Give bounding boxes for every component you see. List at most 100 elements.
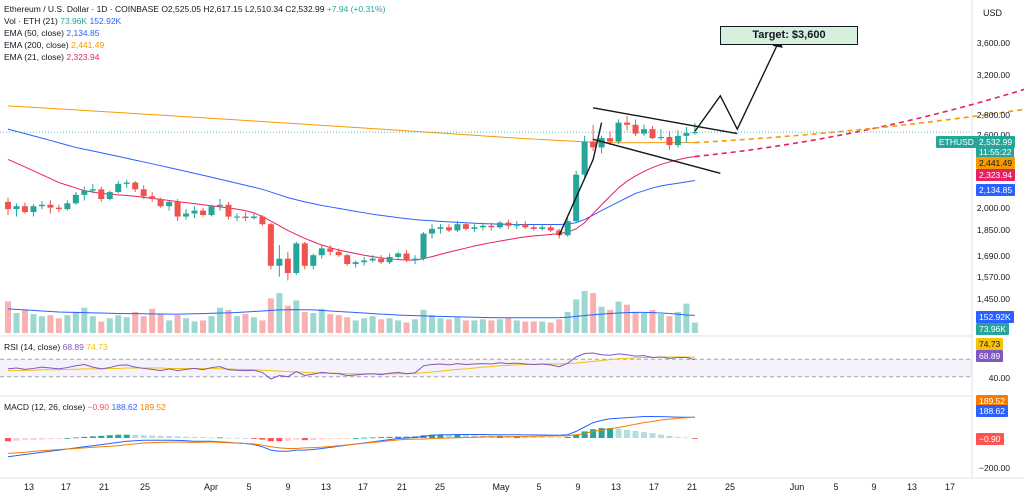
- volume-bar: [284, 305, 291, 333]
- volume-bar: [598, 306, 605, 333]
- target-annotation: Target: $3,600: [720, 26, 858, 45]
- volume-bar: [55, 318, 62, 333]
- volume-bar: [437, 318, 444, 333]
- price-tick: 3,200.00: [976, 70, 1010, 80]
- volume-ma-line: [7, 308, 695, 319]
- candle-body: [539, 227, 546, 229]
- macd-histogram-bar: [547, 437, 554, 438]
- volume-bar: [89, 316, 96, 333]
- candle-body: [293, 243, 300, 274]
- macd-histogram-bar: [471, 435, 478, 438]
- candle-body: [598, 138, 605, 148]
- macd-histogram-bar: [641, 431, 647, 438]
- ema21-legend: EMA (21, close) 2,323.94: [4, 52, 99, 64]
- ema50-legend: EMA (50, close) 2,134.85: [4, 28, 99, 40]
- candle-body: [496, 222, 503, 228]
- price-tick: 1,570.00: [976, 272, 1010, 282]
- candle-body: [21, 206, 28, 213]
- candle-body: [242, 216, 249, 219]
- candle-body: [166, 201, 173, 207]
- macd-histogram-bar: [267, 438, 274, 442]
- candle-body: [55, 207, 62, 210]
- macd-histogram-bar: [293, 438, 300, 440]
- volume-bar: [454, 317, 461, 333]
- macd-histogram-bar: [225, 437, 232, 439]
- time-tick: 21: [686, 482, 698, 492]
- candle-body: [590, 141, 597, 148]
- time-tick: 9: [285, 482, 291, 492]
- macd-value-1: −0.90: [87, 402, 110, 412]
- candle-body: [200, 210, 207, 216]
- macd-histogram-bar: [378, 437, 385, 438]
- macd-histogram-bar: [445, 434, 452, 438]
- time-tick: 13: [610, 482, 622, 492]
- candle-body: [624, 122, 631, 125]
- volume-bar: [361, 318, 368, 333]
- volume-bar: [106, 318, 113, 333]
- symbol-line: Ethereum / U.S. Dollar · 1D · COINBASE: [4, 4, 159, 14]
- candle-body: [123, 182, 130, 184]
- ema50-value: 2,134.85: [66, 28, 100, 38]
- ema-projection-line: [694, 108, 1024, 144]
- candle-body: [556, 230, 563, 236]
- volume-bar: [259, 320, 266, 333]
- candle-body: [106, 192, 113, 200]
- macd-histogram-bar: [598, 428, 605, 438]
- macd-histogram-bar: [72, 437, 79, 439]
- candle-body: [369, 258, 376, 261]
- volume-bar: [208, 316, 215, 333]
- volume-bar: [123, 317, 130, 333]
- candle-body: [420, 233, 427, 259]
- volume-bar: [21, 309, 28, 333]
- volume-bar: [624, 304, 631, 333]
- macd-histogram-bar: [590, 429, 597, 438]
- time-tick: 9: [871, 482, 877, 492]
- macd-histogram-bar: [522, 436, 529, 438]
- volume-bar: [38, 316, 45, 333]
- ohlc-close: C2,532.99: [285, 4, 325, 14]
- volume-bar: [5, 301, 11, 333]
- rsi-value-1: 68.89: [62, 342, 84, 352]
- flag-upper-line: [592, 107, 738, 135]
- ema21-price-label: 2,323.94: [976, 169, 1016, 181]
- macd-histogram-bar: [5, 438, 11, 442]
- volume-bar: [318, 308, 325, 333]
- macd-histogram-bar: [344, 438, 351, 439]
- ema-line: [7, 105, 695, 144]
- volume-bar: [225, 309, 232, 333]
- macd-value-3: 189.52: [139, 402, 166, 412]
- candle-body: [157, 199, 164, 207]
- ema21-label: EMA (21, close): [4, 52, 64, 62]
- candle-body: [183, 213, 190, 217]
- volume-bar: [149, 308, 156, 333]
- candle-body: [429, 228, 435, 234]
- candle-body: [488, 225, 495, 228]
- macd-histogram-bar: [217, 437, 223, 439]
- volume-bar: [564, 312, 571, 333]
- candle-body: [378, 258, 385, 263]
- time-tick: 21: [98, 482, 110, 492]
- volume-bar: [72, 312, 79, 333]
- macd-histogram-bar: [369, 437, 376, 439]
- volume-bar: [641, 313, 647, 333]
- macd-histogram-bar: [149, 435, 156, 438]
- candle-body: [352, 262, 359, 264]
- candle-body: [81, 190, 88, 195]
- volume-bar: [183, 318, 190, 333]
- time-tick: 5: [246, 482, 252, 492]
- macd-signal-label: 189.52: [976, 395, 1008, 407]
- candle-body: [318, 248, 325, 256]
- ema50-label: EMA (50, close): [4, 28, 64, 38]
- candle-body: [674, 135, 681, 146]
- macd-histogram-bar: [200, 437, 207, 438]
- volume-bar: [505, 318, 512, 333]
- macd-histogram-bar: [183, 436, 190, 438]
- rsi-value-2: 74.73: [86, 342, 108, 352]
- volume-bar: [166, 320, 173, 333]
- volume-bar: [649, 309, 656, 333]
- candle-body: [310, 255, 317, 266]
- candle-body: [250, 216, 257, 219]
- volume-bar: [200, 320, 207, 333]
- candle-body: [191, 210, 198, 214]
- candle-body: [547, 227, 554, 231]
